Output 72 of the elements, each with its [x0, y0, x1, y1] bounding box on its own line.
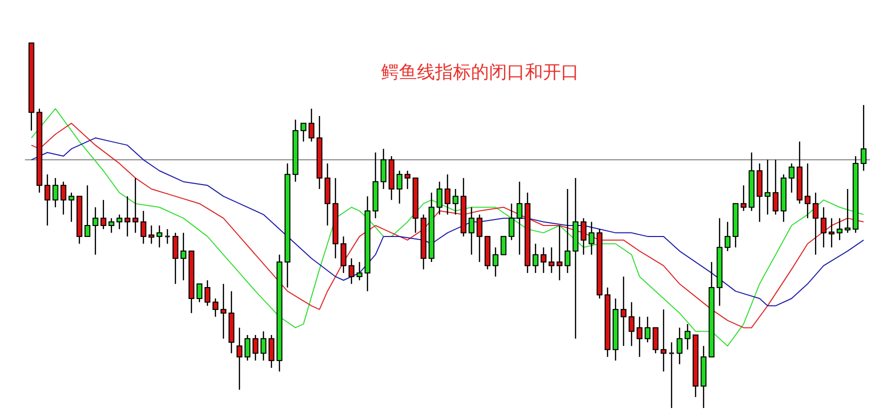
- candlestick: [172, 232, 178, 284]
- candlestick: [260, 330, 266, 362]
- candlestick: [804, 162, 810, 219]
- candlestick: [84, 184, 90, 238]
- candlestick: [532, 243, 538, 274]
- candlestick: [828, 218, 834, 248]
- candlestick: [132, 177, 138, 234]
- candlestick: [108, 218, 114, 234]
- candlestick: [740, 184, 746, 212]
- candlestick: [580, 218, 586, 256]
- candlestick: [404, 170, 410, 190]
- candlestick: [380, 148, 386, 190]
- candlestick: [348, 258, 354, 284]
- candlestick: [268, 334, 274, 368]
- candlestick: [436, 181, 442, 216]
- candlestick: [116, 214, 122, 230]
- candlestick: [92, 206, 98, 256]
- candlestick: [340, 236, 346, 274]
- candlestick: [588, 221, 594, 256]
- candlestick: [212, 298, 218, 318]
- candlestick: [204, 280, 210, 306]
- candlestick: [836, 218, 842, 241]
- candlestick: [820, 206, 826, 248]
- candlestick: [444, 174, 450, 216]
- candlestick: [196, 283, 202, 303]
- candlestick: [308, 108, 314, 142]
- candlestick: [860, 104, 866, 172]
- candlestick: [628, 302, 634, 347]
- candlestick: [180, 232, 186, 281]
- candlestick: [676, 327, 682, 365]
- candlestick: [540, 246, 546, 274]
- candlestick: [156, 224, 162, 248]
- candlestick: [468, 206, 474, 256]
- candlestick: [620, 276, 626, 347]
- candlestick: [772, 159, 778, 216]
- candlestick: [500, 236, 506, 256]
- candlestick: [508, 203, 514, 241]
- text: 鳄鱼线指标的闭口和开口: [381, 62, 579, 83]
- candlestick: [452, 188, 458, 216]
- candlestick: [148, 224, 154, 244]
- candlestick: [100, 199, 106, 230]
- candlestick: [636, 316, 642, 358]
- candlestick: [492, 246, 498, 278]
- candlestick: [44, 174, 50, 226]
- candlestick: [140, 210, 146, 244]
- candlestick: [644, 316, 650, 343]
- candlestick: [164, 228, 171, 244]
- candlestick: [476, 214, 482, 263]
- candlestick: [684, 323, 690, 350]
- candlestick: [124, 196, 130, 238]
- candlestick: [244, 334, 250, 362]
- candlestick: [300, 122, 306, 142]
- candlestick: [252, 334, 258, 362]
- candlestick: [548, 246, 554, 274]
- candlestick: [668, 342, 675, 409]
- candlestick: [724, 221, 730, 252]
- candlestick: [660, 308, 666, 372]
- candlestick: [516, 181, 522, 256]
- candlestick: [812, 192, 818, 256]
- candlestick: [396, 170, 402, 204]
- candlestick: [652, 327, 658, 354]
- candlestick: [844, 188, 850, 234]
- candlestick: [60, 181, 66, 216]
- candlestick: [788, 162, 794, 194]
- candlestick: [564, 188, 570, 274]
- candlestick: [236, 327, 242, 390]
- candlestick: [356, 261, 362, 281]
- candlestick: [764, 159, 770, 216]
- candlestick: [52, 177, 58, 208]
- candlestick: [556, 224, 562, 281]
- candlestick: [220, 283, 226, 340]
- candlestick: [68, 192, 74, 222]
